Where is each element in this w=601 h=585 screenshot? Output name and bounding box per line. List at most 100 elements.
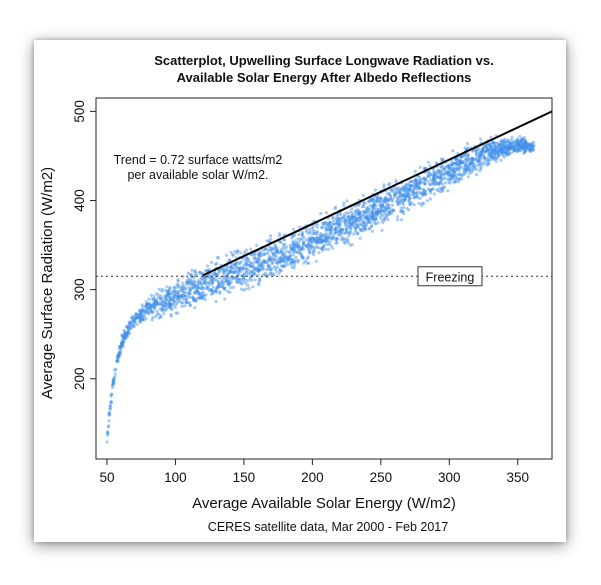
data-point <box>404 186 408 190</box>
data-point <box>111 381 116 385</box>
data-point <box>273 246 278 250</box>
data-point <box>367 219 371 223</box>
data-point <box>394 191 399 195</box>
data-point <box>368 216 372 220</box>
data-point <box>126 326 130 330</box>
data-point <box>209 260 213 264</box>
data-point <box>495 149 499 153</box>
data-point <box>407 191 411 195</box>
data-point <box>175 297 179 301</box>
data-point <box>235 280 239 284</box>
data-point <box>210 281 214 285</box>
data-point <box>375 198 379 202</box>
data-point <box>279 241 283 245</box>
data-point <box>220 278 224 282</box>
data-point <box>412 183 416 187</box>
data-point <box>445 165 449 169</box>
data-point <box>225 267 229 271</box>
data-point <box>126 330 130 334</box>
data-point <box>346 211 350 215</box>
data-point <box>128 322 132 326</box>
data-point <box>250 269 254 273</box>
data-point <box>244 262 248 266</box>
data-point <box>168 287 172 291</box>
data-point <box>392 186 396 191</box>
data-point <box>257 268 261 272</box>
data-point <box>228 270 232 274</box>
data-point <box>135 322 139 326</box>
data-point <box>365 217 369 221</box>
data-point <box>110 392 114 396</box>
data-point <box>366 217 370 221</box>
data-point <box>273 252 277 256</box>
data-point <box>450 166 454 170</box>
trend-note-line-1: Trend = 0.72 surface watts/m2 <box>114 153 283 167</box>
data-point <box>247 263 251 267</box>
data-point <box>159 300 163 304</box>
data-point <box>390 199 394 203</box>
data-point <box>474 157 478 161</box>
data-point <box>412 191 416 195</box>
data-point <box>209 292 214 296</box>
data-point <box>462 153 467 157</box>
data-point <box>324 236 328 240</box>
data-point <box>311 240 315 244</box>
data-point <box>180 284 184 289</box>
data-point <box>305 231 309 235</box>
data-point <box>520 142 524 146</box>
data-point <box>307 261 311 265</box>
data-point <box>411 190 415 194</box>
data-point <box>408 187 412 191</box>
data-point <box>109 400 113 404</box>
data-point <box>479 154 483 158</box>
data-point <box>433 178 437 182</box>
data-point <box>134 316 139 320</box>
data-point <box>518 142 522 146</box>
data-point <box>470 170 474 174</box>
data-point <box>406 195 410 199</box>
data-point <box>453 157 458 161</box>
data-point <box>255 260 259 264</box>
data-point <box>306 242 310 246</box>
data-point <box>109 392 113 396</box>
data-point <box>175 282 179 286</box>
data-point <box>523 142 528 146</box>
data-point <box>161 303 165 308</box>
data-point <box>391 208 395 212</box>
data-point <box>464 156 468 160</box>
data-point <box>523 145 528 149</box>
data-point <box>396 215 400 219</box>
data-point <box>336 225 340 229</box>
data-point <box>138 309 143 313</box>
data-point <box>246 257 250 261</box>
data-point <box>502 147 506 151</box>
data-point <box>484 146 489 150</box>
data-point <box>500 147 504 151</box>
data-point <box>136 316 140 320</box>
data-point <box>336 230 341 234</box>
data-point <box>350 212 354 216</box>
data-point <box>340 216 344 220</box>
data-point <box>144 310 148 314</box>
data-point <box>197 292 201 296</box>
data-point <box>453 173 457 177</box>
data-point <box>194 299 198 303</box>
data-point <box>346 238 350 242</box>
data-point <box>254 268 258 272</box>
data-point <box>390 203 394 207</box>
data-point <box>125 334 130 338</box>
data-point <box>342 237 346 241</box>
data-point <box>153 299 157 303</box>
data-point <box>483 150 487 154</box>
data-point <box>199 295 203 299</box>
data-point <box>381 204 385 208</box>
data-point <box>459 159 463 163</box>
data-point <box>401 193 405 197</box>
data-point <box>238 268 242 272</box>
data-point <box>138 315 142 320</box>
data-point <box>286 257 290 261</box>
data-point <box>388 206 392 210</box>
data-point <box>515 140 519 145</box>
data-point <box>519 140 523 144</box>
data-point <box>263 259 267 264</box>
